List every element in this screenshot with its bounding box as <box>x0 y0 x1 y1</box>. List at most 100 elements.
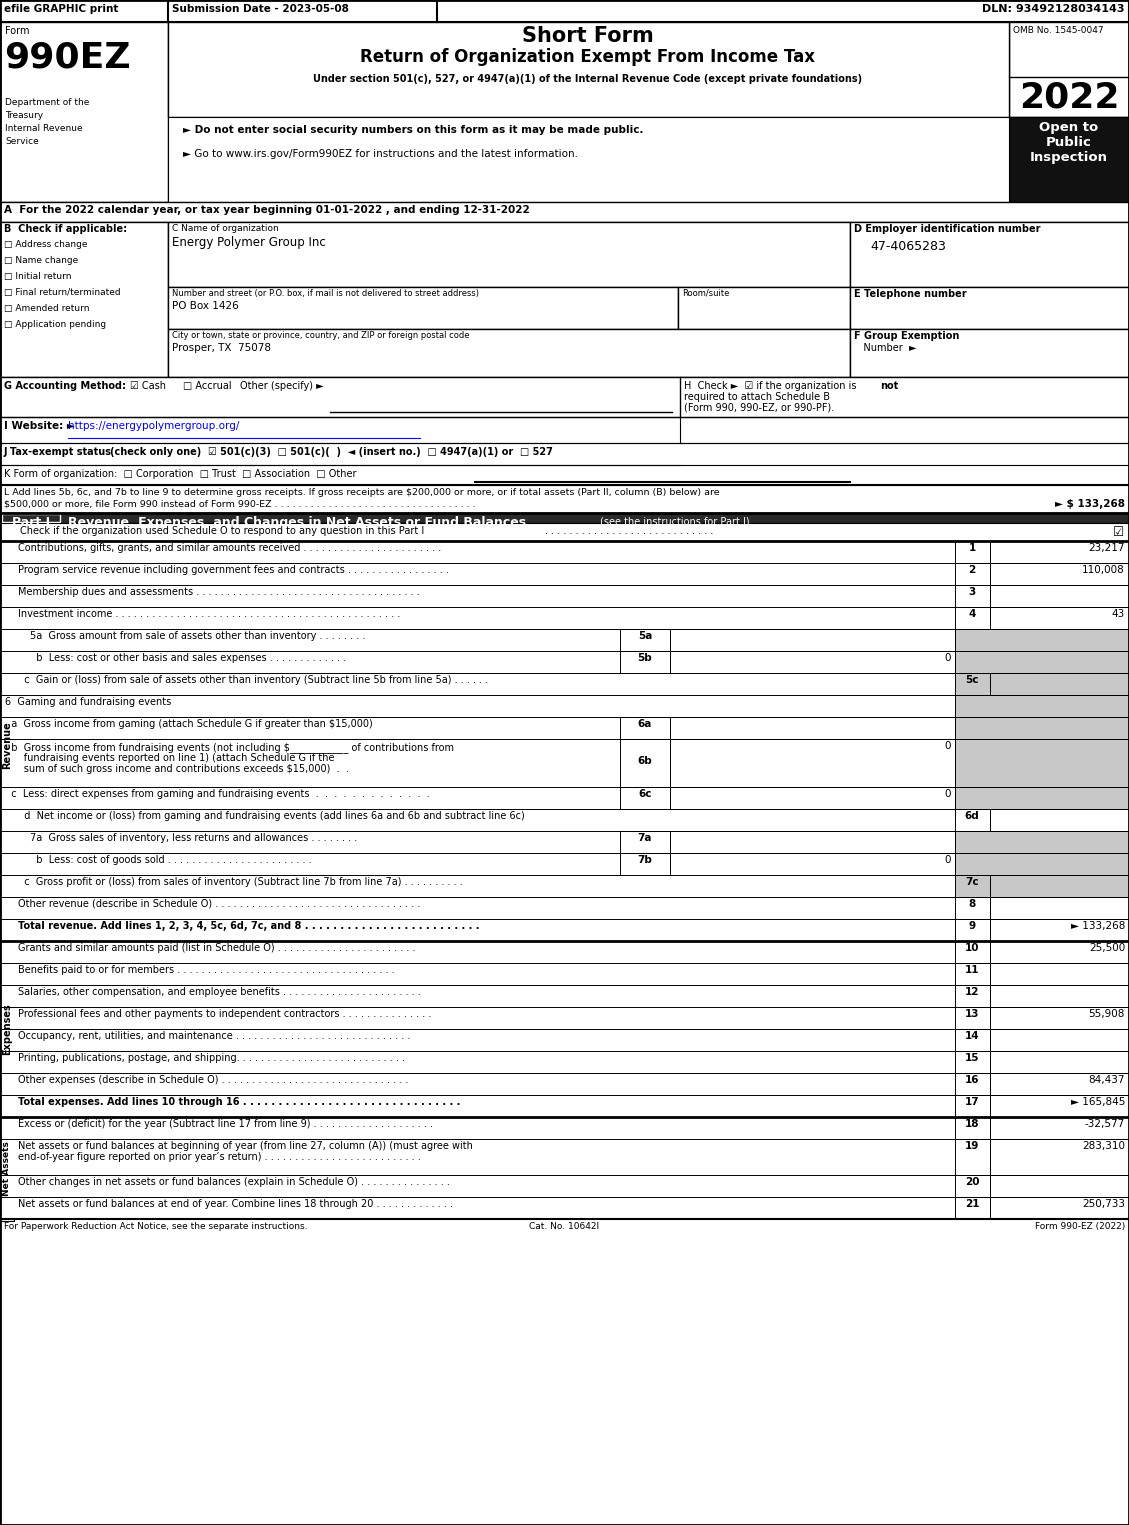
Text: Prosper, TX  75078: Prosper, TX 75078 <box>172 343 271 352</box>
Bar <box>955 875 990 897</box>
Text: b  Less: cost of goods sold . . . . . . . . . . . . . . . . . . . . . . . .: b Less: cost of goods sold . . . . . . .… <box>30 856 312 865</box>
Bar <box>990 1006 1129 1029</box>
Text: Department of the: Department of the <box>5 98 89 107</box>
Text: b  Gross income from fundraising events (not including $____________ of contribu: b Gross income from fundraising events (… <box>5 743 454 753</box>
Bar <box>955 607 990 628</box>
Text: 14: 14 <box>964 1031 979 1042</box>
Text: Form 990-EZ (2022): Form 990-EZ (2022) <box>1035 1222 1124 1231</box>
Bar <box>0 740 620 787</box>
Bar <box>955 941 990 962</box>
Text: (Form 990, 990-EZ, or 990-PF).: (Form 990, 990-EZ, or 990-PF). <box>684 403 834 413</box>
Bar <box>0 1197 955 1218</box>
Text: E Telephone number: E Telephone number <box>854 290 966 299</box>
Bar <box>990 541 1129 563</box>
Text: Part I: Part I <box>12 515 50 529</box>
Bar <box>0 941 14 1116</box>
Bar <box>2 514 60 522</box>
Bar <box>0 1116 955 1139</box>
Bar <box>0 523 1129 541</box>
Text: K Form of organization:  □ Corporation  □ Trust  □ Association  □ Other: K Form of organization: □ Corporation □ … <box>5 470 357 479</box>
Text: Printing, publications, postage, and shipping. . . . . . . . . . . . . . . . . .: Printing, publications, postage, and shi… <box>18 1052 405 1063</box>
Text: Excess or (deficit) for the year (Subtract line 17 from line 9) . . . . . . . . : Excess or (deficit) for the year (Subtra… <box>18 1119 434 1128</box>
Bar <box>0 586 955 607</box>
Bar <box>955 1029 990 1051</box>
Bar <box>850 329 1129 377</box>
Text: Energy Polymer Group Inc: Energy Polymer Group Inc <box>172 236 326 249</box>
Text: 4: 4 <box>969 608 975 619</box>
Bar <box>850 287 1129 329</box>
Text: I Website: ►: I Website: ► <box>5 421 75 432</box>
Bar <box>0 377 1129 416</box>
Bar <box>620 740 669 787</box>
Bar <box>990 808 1129 831</box>
Text: 7a: 7a <box>638 833 653 843</box>
Text: 283,310: 283,310 <box>1082 1141 1124 1151</box>
Text: 0: 0 <box>945 741 951 750</box>
Bar <box>0 512 1129 523</box>
Bar <box>0 1074 955 1095</box>
Bar <box>955 1095 990 1116</box>
Text: 7a  Gross sales of inventory, less returns and allowances . . . . . . . .: 7a Gross sales of inventory, less return… <box>30 833 357 843</box>
Text: fundraising events reported on line 1) (attach Schedule G if the: fundraising events reported on line 1) (… <box>5 753 334 762</box>
Bar <box>168 223 850 287</box>
Bar <box>0 941 955 962</box>
Text: 21: 21 <box>965 1199 979 1209</box>
Bar <box>955 787 1129 808</box>
Text: not: not <box>879 381 899 390</box>
Bar <box>990 920 1129 941</box>
Bar <box>955 1139 990 1174</box>
Bar <box>0 808 955 831</box>
Text: Under section 501(c), 527, or 4947(a)(1) of the Internal Revenue Code (except pr: Under section 501(c), 527, or 4947(a)(1)… <box>314 75 863 84</box>
Bar <box>620 831 669 852</box>
Bar <box>955 1074 990 1095</box>
Text: https://energypolymergroup.org/: https://energypolymergroup.org/ <box>68 421 239 432</box>
Bar <box>955 628 1129 651</box>
Text: Other changes in net assets or fund balances (explain in Schedule O) . . . . . .: Other changes in net assets or fund bala… <box>18 1177 449 1186</box>
Bar <box>0 607 955 628</box>
Bar <box>990 1116 1129 1139</box>
Bar <box>990 586 1129 607</box>
Bar <box>990 941 1129 962</box>
Text: end-of-year figure reported on prior year’s return) . . . . . . . . . . . . . . : end-of-year figure reported on prior yea… <box>18 1151 421 1162</box>
Text: Revenue: Revenue <box>2 721 12 769</box>
Bar <box>955 808 990 831</box>
Text: required to attach Schedule B: required to attach Schedule B <box>684 392 830 403</box>
Text: 6a: 6a <box>638 718 653 729</box>
Bar <box>0 1006 955 1029</box>
Bar <box>0 563 955 586</box>
Text: Submission Date - 2023-05-08: Submission Date - 2023-05-08 <box>172 5 349 14</box>
Text: 5a  Gross amount from sale of assets other than inventory . . . . . . . .: 5a Gross amount from sale of assets othe… <box>30 631 366 640</box>
Bar <box>990 1174 1129 1197</box>
Bar <box>0 1029 955 1051</box>
Bar <box>990 1051 1129 1074</box>
Text: □ Address change: □ Address change <box>5 239 88 249</box>
Bar <box>0 628 620 651</box>
Text: 15: 15 <box>965 1052 979 1063</box>
Text: 5c: 5c <box>965 676 979 685</box>
Bar <box>0 831 620 852</box>
Text: □ Amended return: □ Amended return <box>5 303 89 313</box>
Bar <box>0 787 620 808</box>
Text: Contributions, gifts, grants, and similar amounts received . . . . . . . . . . .: Contributions, gifts, grants, and simila… <box>18 543 441 554</box>
Text: Short Form: Short Form <box>522 26 654 46</box>
Text: PO Box 1426: PO Box 1426 <box>172 300 238 311</box>
Text: c  Gross profit or (loss) from sales of inventory (Subtract line 7b from line 7a: c Gross profit or (loss) from sales of i… <box>18 877 463 888</box>
Text: 55,908: 55,908 <box>1088 1010 1124 1019</box>
Text: DLN: 93492128034143: DLN: 93492128034143 <box>982 5 1124 14</box>
Bar <box>0 962 955 985</box>
Text: Open to
Public
Inspection: Open to Public Inspection <box>1030 120 1108 165</box>
Text: 18: 18 <box>965 1119 979 1128</box>
Text: 6b: 6b <box>638 756 653 766</box>
Bar <box>990 673 1129 695</box>
Text: 1: 1 <box>969 543 975 554</box>
Bar <box>0 201 1129 223</box>
Text: 84,437: 84,437 <box>1088 1075 1124 1084</box>
Text: Net assets or fund balances at end of year. Combine lines 18 through 20 . . . . : Net assets or fund balances at end of ye… <box>18 1199 453 1209</box>
Bar <box>0 985 955 1006</box>
Bar <box>955 985 990 1006</box>
Bar <box>0 897 955 920</box>
Text: 7c: 7c <box>965 877 979 888</box>
Bar <box>0 1116 14 1222</box>
Bar <box>0 673 955 695</box>
Text: Form: Form <box>5 26 29 37</box>
